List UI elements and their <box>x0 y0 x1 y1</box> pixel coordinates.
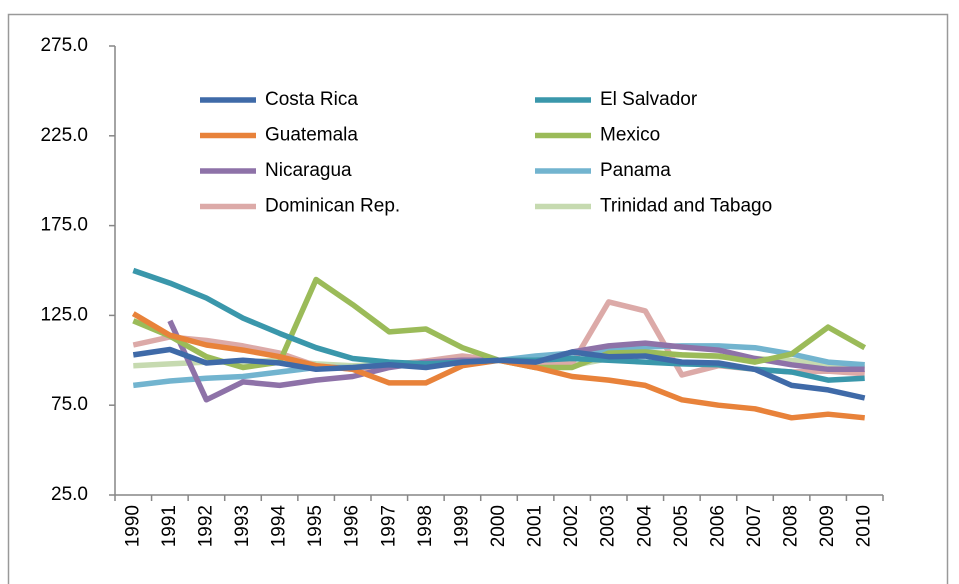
x-tick-label: 1996 <box>342 505 363 547</box>
y-tick-label: 275.0 <box>40 35 88 56</box>
series-line <box>132 276 867 371</box>
x-tick-label: 2008 <box>781 505 802 547</box>
y-tick-label: 25.0 <box>51 484 88 505</box>
y-tick-label: 225.0 <box>40 125 88 146</box>
x-tick-label: 1995 <box>305 505 326 547</box>
legend-label: Panama <box>600 160 671 181</box>
x-tick-label: 1993 <box>232 505 253 547</box>
x-tick-label: 2006 <box>707 505 728 547</box>
x-tick-label: 1992 <box>195 505 216 547</box>
y-tick-label: 125.0 <box>40 304 88 325</box>
chart-border <box>7 13 949 584</box>
legend-label: El Salvador <box>600 89 698 110</box>
x-tick-label: 1999 <box>451 505 472 547</box>
legend-label: Dominican Rep. <box>265 196 400 217</box>
x-tick-label: 2007 <box>744 505 765 547</box>
x-tick-label: 2002 <box>561 505 582 547</box>
x-tick-label: 2004 <box>634 505 655 548</box>
x-tick-label: 1990 <box>122 505 143 547</box>
legend-label: Guatemala <box>265 125 358 146</box>
x-tick-label: 2001 <box>525 505 546 547</box>
x-tick-label: 2000 <box>488 505 509 547</box>
legend-label: Trinidad and Tabago <box>600 196 772 217</box>
x-tick-label: 1994 <box>269 505 290 548</box>
series-line <box>132 346 866 401</box>
legend-label: Nicaragua <box>265 160 352 181</box>
legend-label: Mexico <box>600 125 660 146</box>
x-tick-label: 2005 <box>671 505 692 547</box>
legend-label: Costa Rica <box>265 89 358 110</box>
y-tick-label: 175.0 <box>40 215 88 236</box>
x-tick-label: 2010 <box>854 505 875 547</box>
x-tick-label: 1997 <box>378 505 399 547</box>
y-tick-label: 75.0 <box>51 394 88 415</box>
x-tick-label: 2009 <box>817 505 838 547</box>
x-tick-label: 1991 <box>159 505 180 547</box>
x-tick-label: 2003 <box>598 505 619 547</box>
x-tick-label: 1998 <box>415 505 436 547</box>
